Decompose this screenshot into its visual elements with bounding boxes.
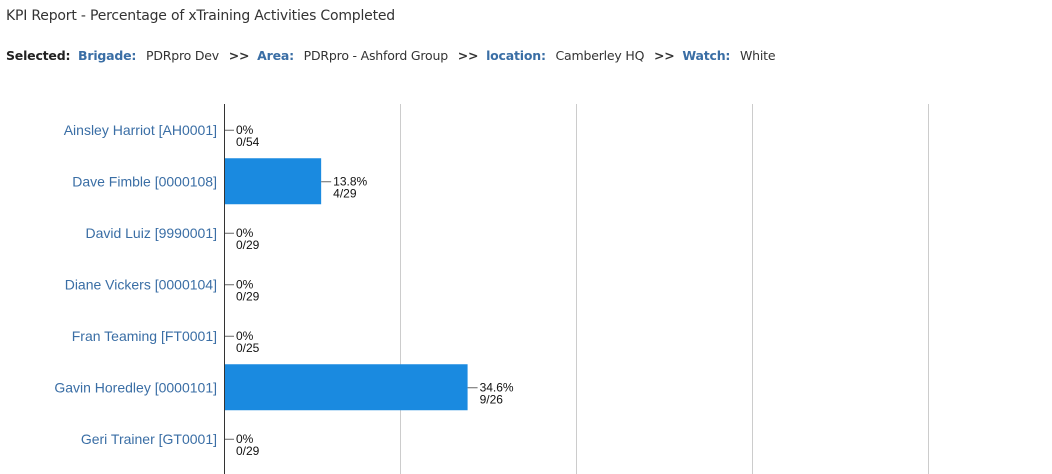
area-key: Area: [257, 48, 294, 63]
fraction-label: 4/29 [333, 186, 357, 200]
fraction-label: 0/29 [236, 238, 260, 252]
area-value: PDRpro - Ashford Group [303, 48, 448, 63]
percent-label: 34.6% [480, 380, 514, 394]
bar [224, 364, 468, 411]
percent-label: 13.8% [333, 174, 367, 188]
category-label: Diane Vickers [0000104] [65, 276, 217, 292]
breadcrumb-separator: >> [654, 48, 675, 63]
category-label: Fran Teaming [FT0001] [72, 328, 217, 344]
percent-label: 0% [236, 277, 254, 291]
fraction-label: 0/29 [236, 289, 260, 303]
brigade-key: Brigade: [78, 48, 137, 63]
fraction-label: 0/54 [236, 135, 260, 149]
watch-value: White [740, 48, 776, 63]
category-label: Geri Trainer [GT0001] [81, 431, 217, 447]
percent-label: 0% [236, 226, 254, 240]
category-label: Dave Fimble [0000108] [72, 173, 217, 189]
bar [224, 158, 322, 205]
percent-label: 0% [236, 329, 254, 343]
fraction-label: 9/26 [480, 392, 504, 406]
report-title: KPI Report - Percentage of xTraining Act… [6, 8, 395, 24]
brigade-value: PDRpro Dev [146, 48, 219, 63]
breadcrumb-separator: >> [228, 48, 250, 63]
selection-breadcrumb: Selected: Brigade: PDRpro Dev >> Area: P… [6, 48, 776, 63]
fraction-label: 0/25 [236, 341, 260, 355]
category-label: Ainsley Harriot [AH0001] [64, 122, 217, 138]
category-label: Gavin Horedley [0000101] [54, 379, 217, 395]
watch-key: Watch: [682, 48, 731, 63]
selected-label: Selected: [6, 48, 71, 63]
category-label: David Luiz [9990001] [85, 225, 217, 241]
location-key: location: [486, 48, 546, 63]
breadcrumb-separator: >> [457, 48, 479, 63]
percent-label: 0% [236, 123, 254, 137]
fraction-label: 0/29 [236, 444, 260, 458]
percent-label: 0% [236, 432, 254, 446]
location-value: Camberley HQ [555, 48, 645, 63]
